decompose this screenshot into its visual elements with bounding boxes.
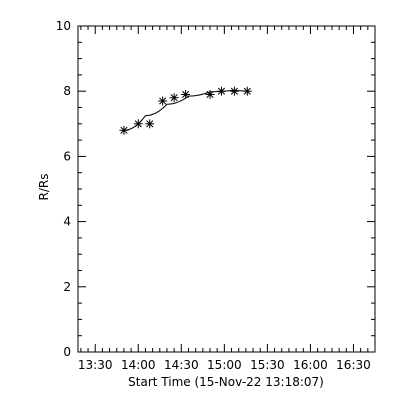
asterisk-stroke <box>170 94 178 102</box>
data-point-asterisk <box>119 125 129 135</box>
x-tick-label: 14:30 <box>164 358 199 372</box>
y-axis-label: R/Rs <box>37 174 51 201</box>
data-point-asterisk <box>205 89 215 99</box>
y-tick-label: 0 <box>63 345 71 359</box>
asterisk-stroke <box>243 87 251 95</box>
data-point-asterisk <box>133 119 143 129</box>
asterisk-stroke <box>146 120 154 128</box>
asterisk-stroke <box>134 120 142 128</box>
x-tick-label: 15:30 <box>250 358 285 372</box>
data-point-asterisk <box>242 86 252 96</box>
data-point-asterisk <box>145 119 155 129</box>
y-tick-label: 6 <box>63 149 71 163</box>
data-point-asterisk <box>169 93 179 103</box>
asterisk-stroke <box>120 126 128 134</box>
asterisk-stroke <box>217 87 226 95</box>
x-axis-label: Start Time (15-Nov-22 13:18:07) <box>128 375 324 389</box>
axes-layer <box>77 25 376 353</box>
asterisk-stroke <box>159 97 167 105</box>
x-tick-label: 15:00 <box>207 358 242 372</box>
data-point-asterisk <box>158 96 168 106</box>
data-point-asterisk <box>181 89 191 99</box>
asterisk-stroke <box>182 90 190 99</box>
markers-layer <box>119 86 252 135</box>
y-tick-label: 2 <box>63 280 71 294</box>
labels-layer: 13:30 14:00 14:30 15:00 15:30 16:00 16:30 0 2 4 6 8… <box>56 19 371 372</box>
ticks-layer <box>78 25 375 353</box>
x-tick-label: 16:30 <box>336 358 371 372</box>
asterisk-stroke <box>230 87 238 95</box>
y-tick-label: 4 <box>63 215 71 229</box>
x-tick-label: 13:30 <box>78 358 113 372</box>
asterisk-stroke <box>206 90 214 99</box>
x-tick-label: 16:00 <box>293 358 328 372</box>
data-point-asterisk <box>229 86 239 96</box>
y-tick-label: 8 <box>63 84 71 98</box>
y-tick-label: 10 <box>56 19 71 33</box>
data-point-asterisk <box>216 86 226 96</box>
plot-frame <box>77 25 376 353</box>
curve-layer <box>123 90 248 131</box>
fit-curve <box>123 90 248 131</box>
x-tick-label: 14:00 <box>121 358 156 372</box>
